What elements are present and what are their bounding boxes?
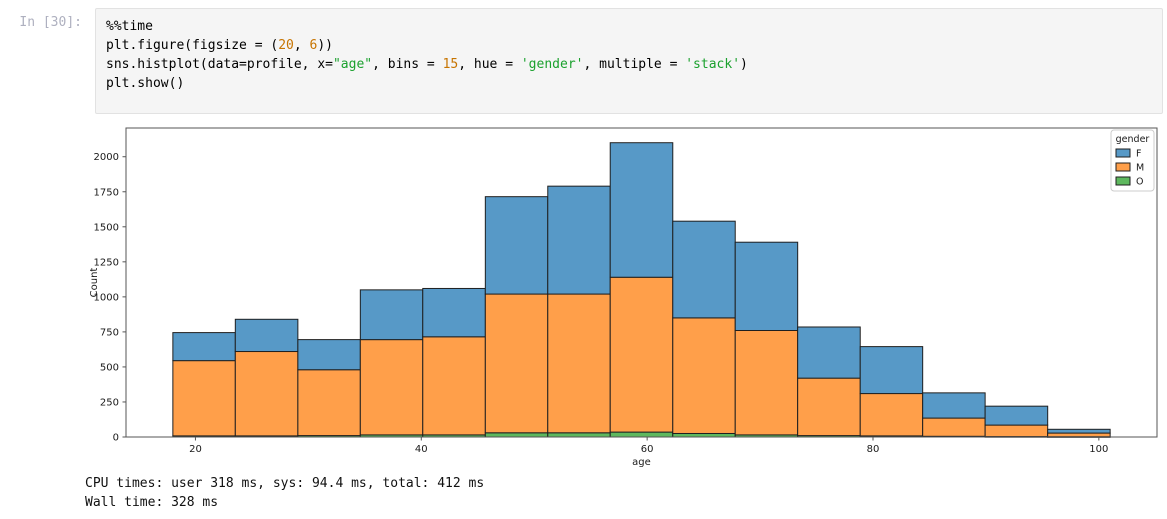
bar-segment-F: [984, 405, 1049, 426]
code-token-string: "age": [332, 57, 373, 72]
bar-segment-F: [672, 220, 736, 319]
y-tick-label: 1000: [94, 292, 119, 303]
x-tick-label: 100: [1089, 444, 1108, 455]
y-tick-label: 750: [100, 327, 119, 338]
code-token-number: 6: [309, 38, 318, 53]
bar-segment-M: [547, 293, 611, 434]
bar-segment-M: [797, 377, 861, 437]
x-tick-label: 40: [415, 444, 428, 455]
code-line: plt.show(): [106, 74, 1154, 93]
bar-segment-M: [859, 393, 924, 437]
histogram-chart: 20 40 60 80 10002505007501000125015001750200…: [89, 127, 1158, 468]
x-axis-label: age: [632, 457, 651, 468]
bar-segment-M: [1047, 432, 1111, 438]
bar-segment-F: [297, 339, 361, 371]
histogram-bars: [172, 142, 1111, 438]
code-token-string: 'gender': [520, 57, 584, 72]
bar-segment-M: [359, 339, 424, 436]
y-tick-label: 1250: [94, 257, 119, 268]
wall-time-output: Wall time: 328 ms: [85, 495, 219, 510]
bar-segment-O: [672, 433, 736, 438]
bar-segment-F: [797, 326, 861, 379]
legend-swatch-O: [1115, 176, 1131, 186]
code-line: %%time: [106, 17, 1154, 36]
bar-segment-M: [297, 369, 361, 437]
code-editor[interactable]: %%time plt.figure(figsize = (20, 6)) sns.h…: [95, 8, 1163, 114]
legend-label-O: O: [1136, 177, 1143, 188]
legend-label-F: F: [1136, 149, 1141, 160]
legend-swatch-M: [1115, 162, 1131, 172]
code-token-plain: ,: [293, 38, 310, 53]
y-tick-label: 1750: [94, 187, 119, 198]
y-tick-label: 1500: [94, 222, 119, 233]
bar-segment-F: [734, 241, 799, 331]
bar-segment-M: [172, 360, 236, 437]
y-tick-label: 250: [100, 397, 119, 408]
y-tick-label: 500: [100, 362, 119, 373]
bar-segment-F: [172, 332, 236, 362]
code-line: plt.figure(figsize = (20, 6)): [106, 36, 1154, 55]
bar-segment-M: [422, 336, 486, 436]
bar-segment-F: [484, 196, 549, 295]
code-token-number: 20: [278, 38, 294, 53]
bar-segment-F: [234, 318, 299, 353]
legend-swatch-F: [1115, 148, 1131, 158]
code-token-string: 'stack': [685, 57, 741, 72]
y-tick-label: 0: [113, 433, 119, 444]
x-tick-label: 20: [189, 444, 202, 455]
bar-segment-F: [547, 185, 611, 295]
code-token-plain: plt.show(): [106, 76, 185, 91]
code-line: sns.histplot(data=profile, x="age", bins…: [106, 55, 1154, 74]
code-token-plain: %%time: [106, 19, 153, 34]
bar-segment-F: [922, 392, 986, 419]
code-token-plain: )): [317, 38, 333, 53]
legend-title: gender: [1116, 134, 1150, 145]
bar-segment-F: [422, 287, 486, 338]
code-token-number: 15: [442, 57, 459, 72]
legend-label-M: M: [1136, 163, 1144, 174]
cell-execution-prompt: In [30]:: [19, 15, 82, 30]
code-token-plain: plt.figure(figsize = (: [106, 38, 279, 53]
notebook-code-cell: In [30]: %%time plt.figure(figsize = (20,…: [0, 0, 1167, 114]
cpu-times-output: CPU times: user 318 ms, sys: 94.4 ms, to…: [85, 476, 485, 491]
bar-segment-M: [734, 330, 799, 436]
bar-segment-O: [484, 432, 549, 438]
bar-segment-O: [547, 432, 611, 438]
cell-output-figure: 20 40 60 80 100 0 250 500 750 1000 1250 1500 1750 200…: [85, 123, 1160, 468]
bar-segment-F: [1047, 428, 1111, 434]
bar-segment-M: [672, 317, 736, 434]
bar-segment-M: [484, 293, 549, 434]
bar-segment-F: [609, 142, 674, 278]
code-token-plain: ): [740, 57, 748, 72]
x-tick-label: 80: [867, 444, 880, 455]
bar-segment-M: [922, 417, 986, 437]
code-token-plain: , hue =: [458, 57, 521, 72]
bar-segment-M: [234, 351, 299, 437]
y-axis-label: Count: [89, 268, 100, 298]
bar-segment-O: [609, 431, 674, 438]
x-tick-label: 60: [641, 444, 654, 455]
bar-segment-M: [609, 276, 674, 433]
axes-spines: [125, 127, 1158, 438]
code-token-plain: sns.histplot(data=profile, x=: [106, 57, 333, 72]
bar-segment-M: [984, 424, 1049, 438]
bar-segment-F: [859, 346, 924, 395]
code-token-plain: , bins =: [372, 57, 443, 72]
bar-segment-F: [359, 289, 424, 341]
legend-box: [1110, 129, 1155, 192]
code-token-plain: , multiple =: [583, 57, 686, 72]
y-tick-label: 2000: [94, 152, 119, 163]
